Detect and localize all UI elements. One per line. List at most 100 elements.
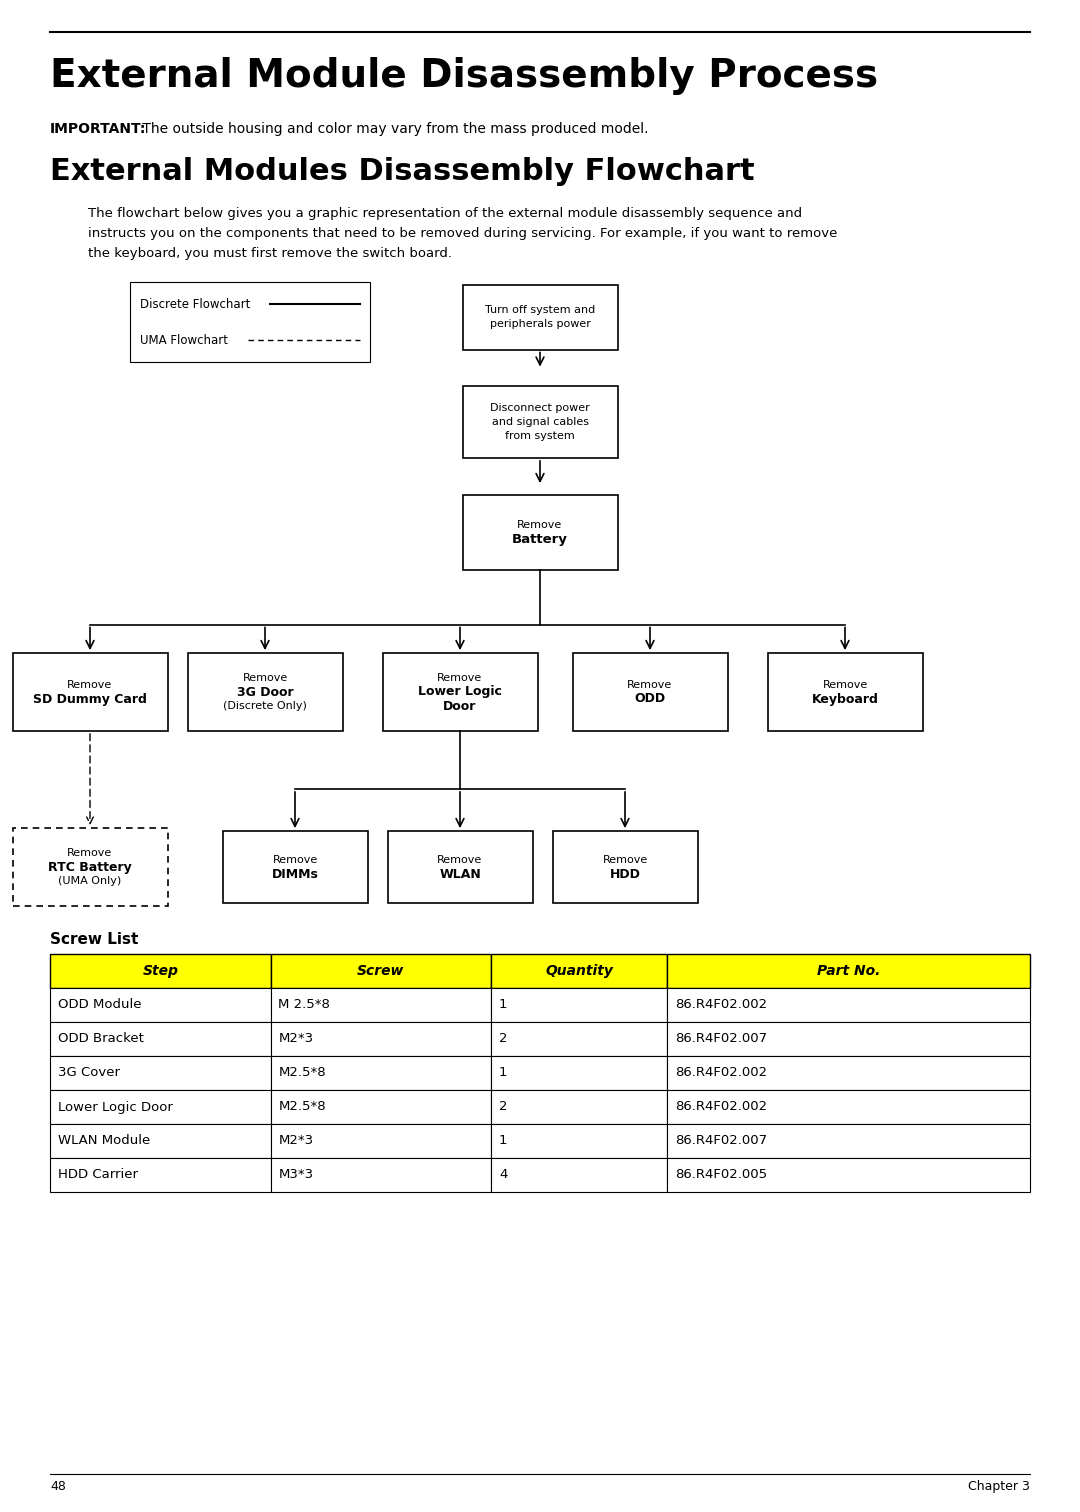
Text: Remove: Remove [437, 673, 483, 683]
Bar [491, 987, 667, 1022]
Text: 4: 4 [499, 1169, 508, 1181]
Text: 3G Cover: 3G Cover [58, 1066, 120, 1080]
Bar [50, 1090, 270, 1123]
Text: External Modules Disassembly Flowchart: External Modules Disassembly Flowchart [50, 157, 755, 186]
Text: 86.R4F02.002: 86.R4F02.002 [675, 1066, 768, 1080]
Text: Chapter 3: Chapter 3 [968, 1480, 1030, 1492]
Bar [50, 1055, 270, 1090]
Text: Remove: Remove [517, 520, 563, 531]
Text: 86.R4F02.002: 86.R4F02.002 [675, 998, 768, 1012]
Text: M2*3: M2*3 [279, 1033, 313, 1045]
Bar [388, 832, 532, 903]
Bar [491, 1022, 667, 1055]
Text: from system: from system [505, 431, 575, 442]
Text: WLAN Module: WLAN Module [58, 1134, 150, 1148]
Text: 1: 1 [499, 998, 508, 1012]
Text: and signal cables: and signal cables [491, 417, 589, 426]
Text: Part No.: Part No. [816, 965, 880, 978]
Text: Remove: Remove [603, 854, 648, 865]
Bar [667, 1090, 1030, 1123]
Text: Battery: Battery [512, 532, 568, 546]
Bar [50, 1158, 270, 1191]
Text: Screw List: Screw List [50, 931, 138, 947]
Text: the keyboard, you must first remove the switch board.: the keyboard, you must first remove the … [87, 246, 453, 260]
Text: Discrete Flowchart: Discrete Flowchart [140, 298, 251, 310]
Bar [667, 987, 1030, 1022]
Text: Remove: Remove [242, 673, 287, 683]
Text: The flowchart below gives you a graphic representation of the external module di: The flowchart below gives you a graphic … [87, 207, 802, 221]
Bar [462, 494, 618, 570]
Text: Turn off system and: Turn off system and [485, 305, 595, 314]
Bar [130, 283, 370, 361]
Text: instructs you on the components that need to be removed during servicing. For ex: instructs you on the components that nee… [87, 227, 837, 240]
Text: UMA Flowchart: UMA Flowchart [140, 334, 228, 346]
Text: M2.5*8: M2.5*8 [279, 1101, 326, 1113]
Text: Keyboard: Keyboard [811, 692, 878, 706]
Bar [572, 653, 728, 730]
Bar [491, 1090, 667, 1123]
Bar [491, 1158, 667, 1191]
Text: Lower Logic Door: Lower Logic Door [58, 1101, 173, 1113]
Text: Remove: Remove [67, 848, 112, 857]
Bar [491, 1055, 667, 1090]
Text: Screw: Screw [357, 965, 404, 978]
Text: WLAN: WLAN [440, 868, 481, 880]
Text: Remove: Remove [822, 680, 867, 689]
Bar [13, 829, 167, 906]
Text: Quantity: Quantity [545, 965, 613, 978]
Bar [667, 954, 1030, 987]
Text: SD Dummy Card: SD Dummy Card [33, 692, 147, 706]
Bar [50, 987, 270, 1022]
Text: ODD: ODD [634, 692, 665, 706]
Bar [553, 832, 698, 903]
Text: Door: Door [443, 700, 476, 712]
Text: 1: 1 [499, 1134, 508, 1148]
Bar [270, 1090, 491, 1123]
Text: Remove: Remove [272, 854, 318, 865]
Bar [13, 653, 167, 730]
Bar [491, 954, 667, 987]
Text: (Discrete Only): (Discrete Only) [224, 702, 307, 711]
Text: M3*3: M3*3 [279, 1169, 313, 1181]
Text: 3G Door: 3G Door [237, 685, 294, 699]
Text: 86.R4F02.005: 86.R4F02.005 [675, 1169, 768, 1181]
Text: External Module Disassembly Process: External Module Disassembly Process [50, 57, 878, 95]
Bar [270, 1055, 491, 1090]
Text: Remove: Remove [437, 854, 483, 865]
Text: peripherals power: peripherals power [489, 319, 591, 330]
Text: Disconnect power: Disconnect power [490, 404, 590, 413]
Bar [382, 653, 538, 730]
Text: HDD: HDD [609, 868, 640, 880]
Bar [768, 653, 922, 730]
Bar [667, 1055, 1030, 1090]
Text: 2: 2 [499, 1033, 508, 1045]
Text: Remove: Remove [67, 680, 112, 689]
Text: M2.5*8: M2.5*8 [279, 1066, 326, 1080]
Text: IMPORTANT:: IMPORTANT: [50, 122, 147, 136]
Text: Step: Step [143, 965, 178, 978]
Text: 86.R4F02.002: 86.R4F02.002 [675, 1101, 768, 1113]
Text: Remove: Remove [627, 680, 673, 689]
Bar [667, 1022, 1030, 1055]
Bar [462, 284, 618, 349]
Text: DIMMs: DIMMs [271, 868, 319, 880]
Text: Lower Logic: Lower Logic [418, 685, 502, 699]
Bar [222, 832, 367, 903]
Text: HDD Carrier: HDD Carrier [58, 1169, 138, 1181]
Text: 48: 48 [50, 1480, 66, 1492]
Text: (UMA Only): (UMA Only) [58, 875, 122, 886]
Bar [50, 954, 270, 987]
Text: ODD Module: ODD Module [58, 998, 141, 1012]
Text: RTC Battery: RTC Battery [49, 860, 132, 874]
Bar [462, 386, 618, 458]
Text: 86.R4F02.007: 86.R4F02.007 [675, 1033, 768, 1045]
Bar [270, 1158, 491, 1191]
Text: 86.R4F02.007: 86.R4F02.007 [675, 1134, 768, 1148]
Bar [667, 1158, 1030, 1191]
Text: The outside housing and color may vary from the mass produced model.: The outside housing and color may vary f… [138, 122, 648, 136]
Bar [270, 1123, 491, 1158]
Bar [270, 954, 491, 987]
Text: M2*3: M2*3 [279, 1134, 313, 1148]
Bar [667, 1123, 1030, 1158]
Bar [270, 987, 491, 1022]
